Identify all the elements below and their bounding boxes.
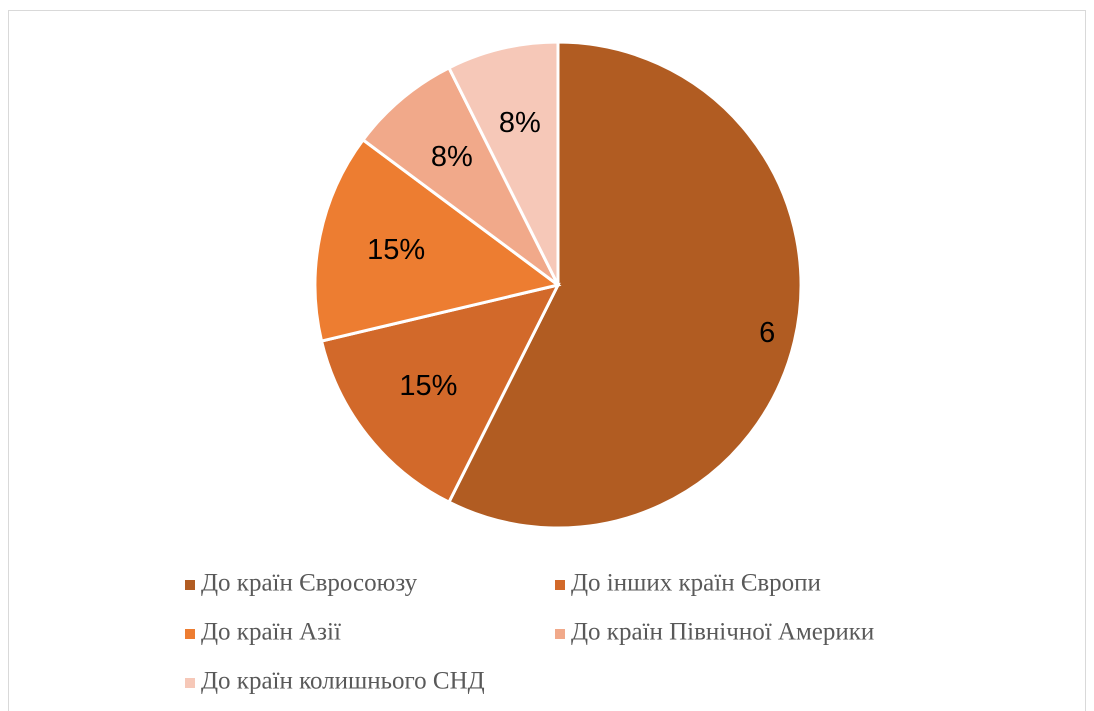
data-label: 15% [367,234,425,266]
pie-slice [446,40,560,286]
legend-swatch [185,580,195,590]
legend-label: До країн колишнього СНД [201,668,485,695]
data-label: 6 [759,317,775,349]
data-label: 8% [499,107,541,139]
legend-swatch [555,629,565,639]
legend-swatch [185,629,195,639]
legend-label: До країн Євросоюзу [201,570,418,597]
pie-slice [360,65,560,287]
legend-swatch [555,580,565,590]
legend-label: До країн Азії [201,619,341,646]
legend-label: До країн Північної Америки [571,619,874,646]
legend-label: До інших країн Європи [571,570,821,597]
data-label: 15% [399,370,457,402]
data-label: 8% [431,141,473,173]
pie-slice [446,40,803,530]
pie-slice [319,282,561,505]
pie-slice [313,137,562,343]
legend-swatch [185,678,195,688]
